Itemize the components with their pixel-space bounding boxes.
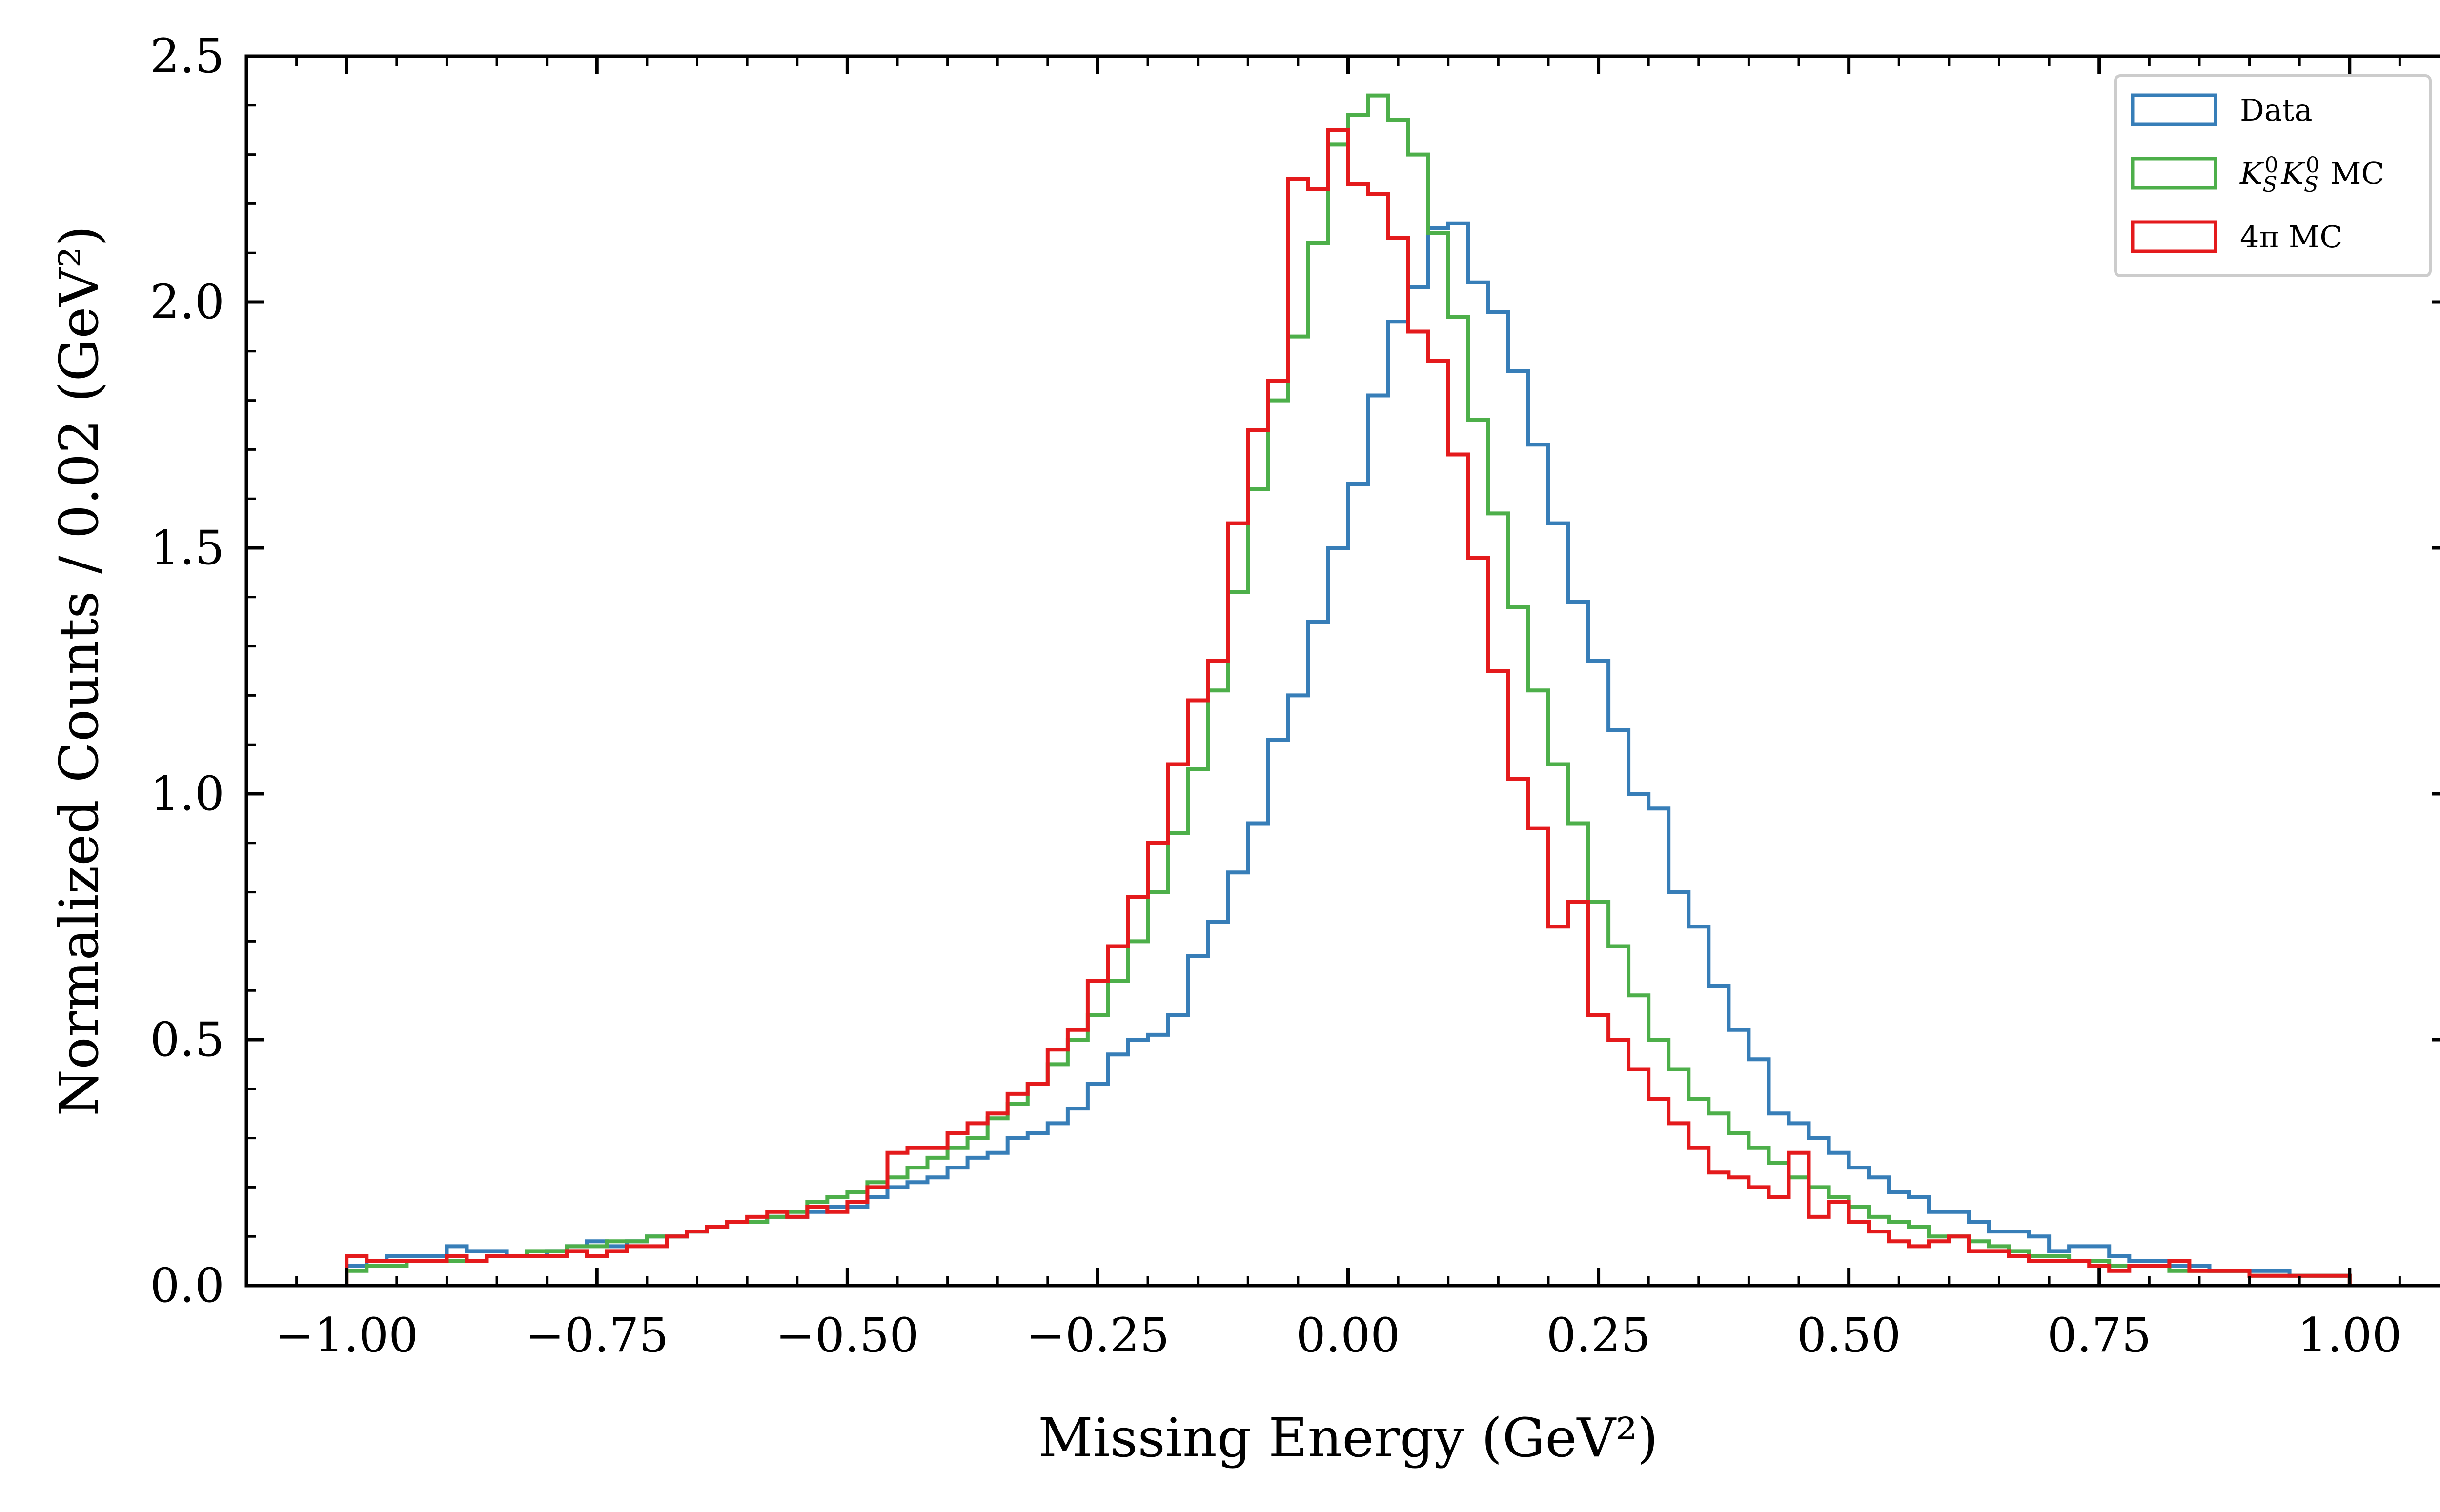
series-layer [345, 93, 2352, 1286]
plot-frame [244, 54, 2440, 1288]
legend: Data KS0KS0 MC 4π MC [2114, 74, 2432, 277]
series-line-2 [345, 128, 2352, 1286]
x-tick-label: −0.25 [1026, 1308, 1169, 1363]
x-tick-label: 0.50 [1797, 1308, 1901, 1363]
x-tick-label: −0.75 [525, 1308, 669, 1363]
legend-swatch-4pi [2131, 220, 2217, 253]
legend-label-data: Data [2240, 92, 2313, 128]
y-tick-label: 0.0 [150, 1258, 224, 1313]
x-axis-title: Missing Energy (GeV²) [1038, 1407, 1658, 1469]
y-tick-label: 2.0 [150, 275, 224, 329]
legend-swatch-kskk [2131, 157, 2217, 190]
series-line-0 [345, 221, 2352, 1286]
x-tick-label: 0.25 [1546, 1308, 1651, 1363]
legend-label-kskk: KS0KS0 MC [2239, 153, 2384, 197]
tick-labels-layer: −1.00 −0.75 −0.50 −0.25 0.00 0.25 0.50 0.75 1.00… [150, 29, 2401, 1363]
x-tick-label: −0.50 [775, 1308, 919, 1363]
ticks-layer [246, 54, 2440, 1288]
x-tick-label: −1.00 [275, 1308, 418, 1363]
y-tick-label: 1.0 [150, 766, 224, 821]
x-tick-label: 0.00 [1296, 1308, 1401, 1363]
x-tick-label: 1.00 [2298, 1308, 2402, 1363]
y-tick-label: 0.5 [150, 1012, 224, 1067]
legend-swatch-data [2131, 93, 2217, 126]
x-tick-label: 0.75 [2047, 1308, 2152, 1363]
y-tick-label: 1.5 [150, 521, 224, 575]
y-tick-label: 2.5 [150, 29, 224, 83]
series-line-1 [345, 93, 2352, 1286]
legend-label-4pi: 4π MC [2240, 219, 2343, 255]
y-axis-title: Normalized Counts / 0.02 (GeV²) [48, 225, 110, 1116]
